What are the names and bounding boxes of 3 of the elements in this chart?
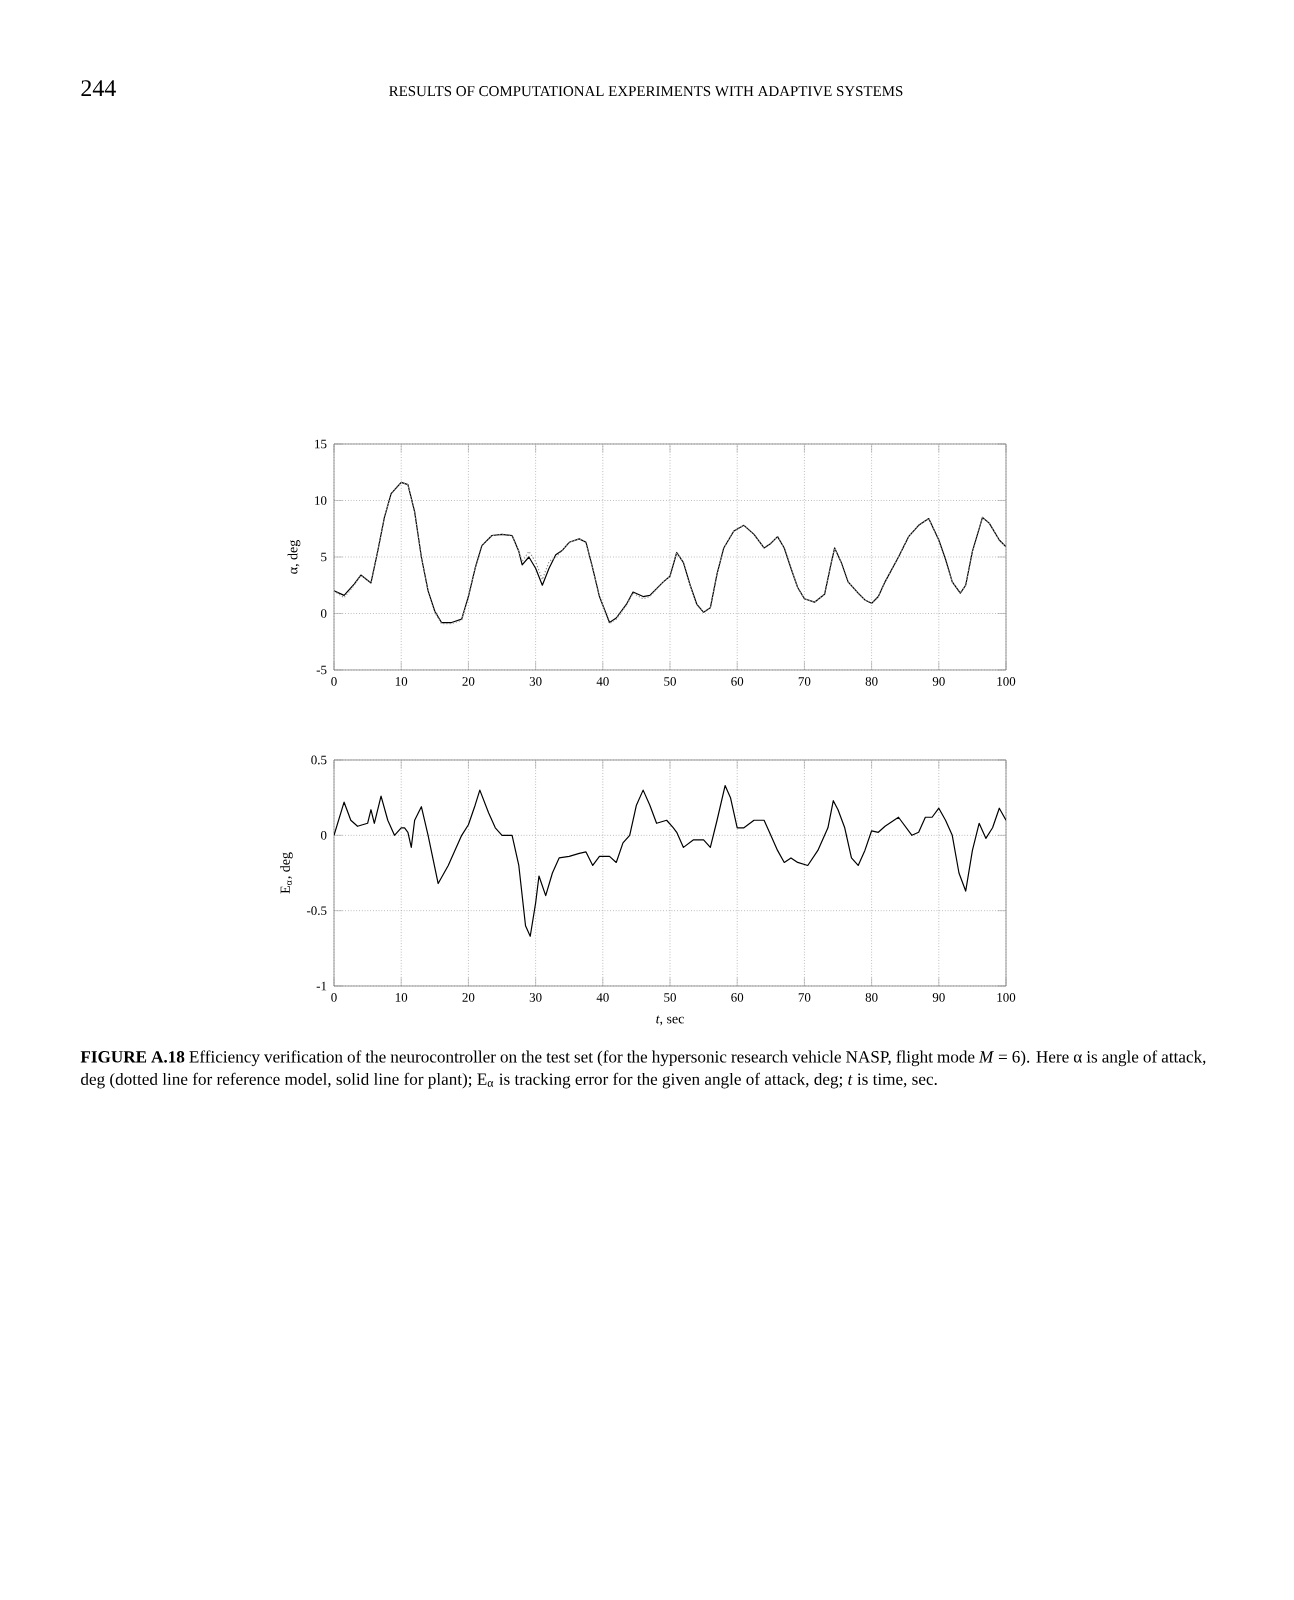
text: FIGURE A.18 Efficiency verification of the neurocontroller on the test set (for the hypersonic research vehicle NASP, flight mode M = 6). Here α is angle of attack, deg (dotted line for reference model, solid line for plant); E$_{α}$ is tracking error for the given angle of attack, deg; t is time, sec. [80, 1050, 1206, 1089]
line-series [334, 785, 1007, 937]
text: 244 [81, 80, 116, 96]
